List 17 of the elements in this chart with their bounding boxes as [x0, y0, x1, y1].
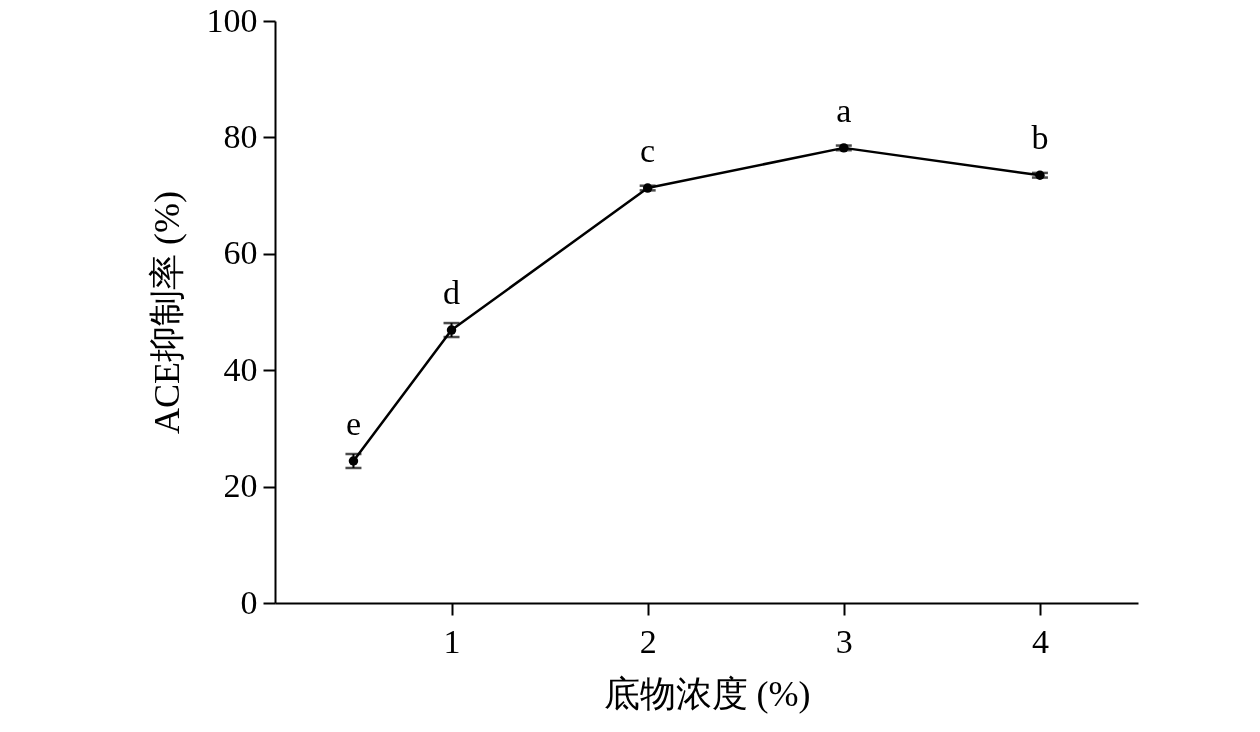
annotation: d: [443, 274, 461, 312]
y-tick-label: 100: [206, 1, 258, 39]
y-tick-label: 20: [223, 467, 258, 505]
y-tick-label: 80: [223, 117, 258, 155]
annotation: e: [345, 404, 361, 442]
x-axis-title: 底物浓度 (%): [603, 673, 811, 714]
y-axis-title: ACE抑制率 (%): [146, 191, 187, 434]
annotation: c: [640, 132, 656, 170]
annotation: b: [1031, 119, 1049, 157]
x-tick-label: 2: [639, 622, 657, 660]
y-tick-label: 0: [240, 583, 258, 621]
y-tick-label: 60: [223, 234, 258, 272]
x-tick-label: 4: [1031, 622, 1049, 660]
x-tick-label: 3: [835, 622, 853, 660]
annotation: a: [836, 91, 852, 129]
y-tick-label: 40: [223, 350, 258, 388]
x-tick-label: 1: [443, 622, 461, 660]
